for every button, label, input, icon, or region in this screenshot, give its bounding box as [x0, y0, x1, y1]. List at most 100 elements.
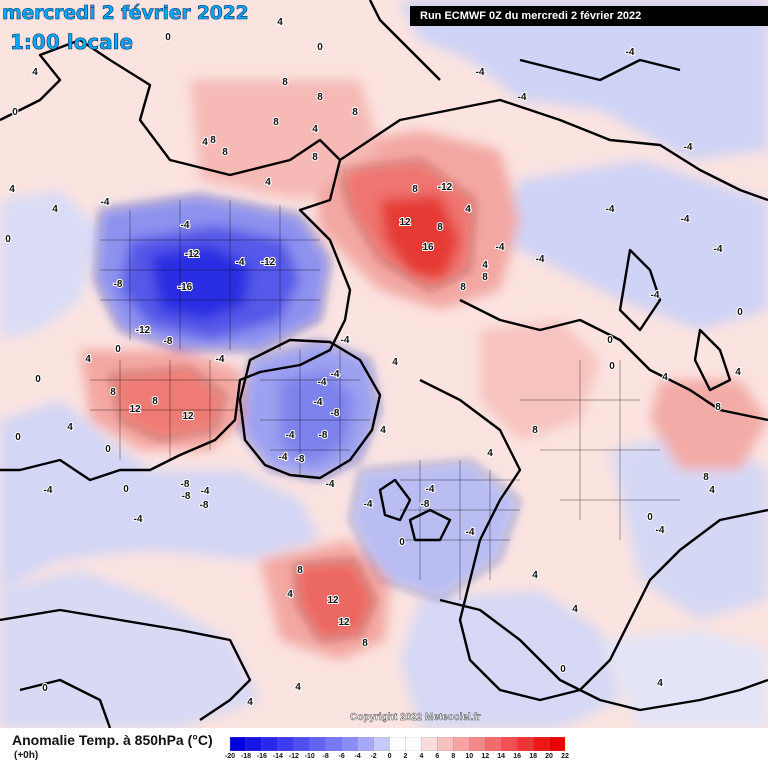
contour-label: -4	[279, 452, 288, 463]
scale-swatch	[277, 737, 295, 751]
scale-tick-label: 16	[513, 753, 522, 760]
contour-label: -4	[331, 369, 340, 380]
contour-label: -4	[364, 499, 373, 510]
contour-label: 4	[735, 367, 741, 378]
color-scale-bar	[230, 737, 565, 751]
contour-label: 0	[607, 335, 613, 346]
contour-label: 0	[123, 484, 129, 495]
contour-label: 4	[487, 448, 493, 459]
scale-swatch	[437, 737, 454, 751]
contour-label: 0	[165, 32, 171, 43]
contour-label: 0	[609, 361, 615, 372]
scale-tick-label: 20	[545, 753, 553, 760]
scale-tick-label: -14	[272, 753, 283, 760]
contour-label: 8	[460, 282, 466, 293]
scale-swatch	[453, 737, 470, 751]
map-date-title: mercredi 2 février 2022	[2, 2, 249, 25]
contour-label: 4	[482, 260, 488, 271]
contour-label: 8	[362, 638, 368, 649]
contour-label: -4	[216, 354, 225, 365]
contour-label: 4	[32, 67, 38, 78]
contour-label: -4	[181, 220, 190, 231]
contour-label: -8	[181, 479, 190, 490]
contour-label: -12	[185, 249, 200, 260]
contour-label: 0	[737, 307, 743, 318]
scale-tick-label: 12	[481, 753, 490, 760]
legend-subtitle: (+0h)	[14, 750, 39, 761]
contour-label: -16	[178, 282, 193, 293]
contour-label: 4	[277, 17, 283, 28]
scale-tick-label: 18	[529, 753, 537, 760]
scale-tick-label: 10	[465, 753, 474, 760]
scale-swatch	[389, 737, 407, 751]
scale-tick-label: 2	[403, 753, 408, 760]
contour-label: -4	[318, 377, 327, 388]
scale-tick-label: -8	[322, 753, 329, 760]
contour-label: 0	[317, 42, 323, 53]
contour-label: -4	[466, 527, 475, 538]
contour-label: 0	[105, 444, 111, 455]
contour-label: 4	[532, 570, 538, 581]
contour-label: 0	[12, 107, 18, 118]
contour-label: 4	[9, 184, 15, 195]
run-info-banner: Run ECMWF 0Z du mercredi 2 février 2022	[410, 6, 768, 26]
contour-label: -4	[314, 397, 323, 408]
contour-label: -4	[134, 514, 143, 525]
contour-label: -4	[201, 486, 210, 497]
contour-label: 8	[437, 222, 443, 233]
scale-swatch	[516, 737, 534, 751]
scale-swatch	[341, 737, 359, 751]
color-scale-ticks: -20 -18 -16 -14 -12 -10 -8 -6 -4 -2 0 2 4 6 8 10 12 14 16 1…	[225, 753, 569, 765]
anomaly-fields	[0, 0, 768, 728]
contour-label: 4	[295, 682, 301, 693]
contour-label: -4	[536, 254, 545, 265]
contour-label: 8	[110, 387, 116, 398]
scale-swatch	[373, 737, 391, 751]
contour-label: 8	[210, 135, 216, 146]
contour-label: -4	[606, 204, 615, 215]
contour-labels: 00044444-4-4-4-4-4-4-4-4-4-488888888888-…	[4, 16, 744, 709]
contour-label: -4	[426, 484, 435, 495]
contour-label: 0	[647, 512, 653, 523]
scale-tick-label: -2	[370, 753, 377, 760]
contour-label: -8	[114, 279, 123, 290]
scale-swatch	[309, 737, 327, 751]
contour-label: -4	[341, 335, 350, 346]
contour-label: 4	[709, 485, 715, 496]
contour-label: -8	[200, 500, 209, 511]
contour-label: 4	[265, 177, 271, 188]
contour-label: 4	[287, 589, 293, 600]
contour-label: 4	[52, 204, 58, 215]
contour-label: -4	[101, 197, 110, 208]
scale-tick-label: 8	[451, 753, 456, 760]
contour-label: 4	[662, 372, 668, 383]
contour-label: 0	[35, 374, 41, 385]
contour-label: 8	[152, 396, 158, 407]
contour-label: 4	[380, 425, 386, 436]
contour-label: 0	[15, 432, 21, 443]
scale-tick-label: 14	[497, 753, 506, 760]
legend-title: Anomalie Temp. à 850hPa (°C)	[12, 732, 213, 748]
contour-label: 8	[532, 425, 538, 436]
scale-tick-label: -4	[354, 753, 361, 760]
scale-swatch	[357, 737, 375, 751]
scale-tick-label: -6	[338, 753, 345, 760]
scale-swatch	[485, 737, 502, 751]
contour-label: -4	[518, 92, 527, 103]
contour-label: 4	[465, 204, 471, 215]
scale-swatch	[469, 737, 486, 751]
copyright-text: Copyright 2022 Meteociel.fr	[350, 712, 481, 723]
contour-label: -4	[684, 142, 693, 153]
contour-label: 4	[572, 604, 578, 615]
contour-label: 12	[182, 411, 194, 422]
contour-label: 0	[115, 344, 121, 355]
contour-label: -8	[182, 491, 191, 502]
temperature-anomaly-map: 00044444-4-4-4-4-4-4-4-4-4-488888888888-…	[0, 0, 768, 728]
contour-label: 8	[282, 77, 288, 88]
contour-label: -4	[714, 244, 723, 255]
contour-label: 0	[5, 234, 11, 245]
contour-label: 4	[312, 124, 318, 135]
contour-label: 8	[703, 472, 709, 483]
borders	[90, 200, 680, 600]
contour-label: 8	[482, 272, 488, 283]
